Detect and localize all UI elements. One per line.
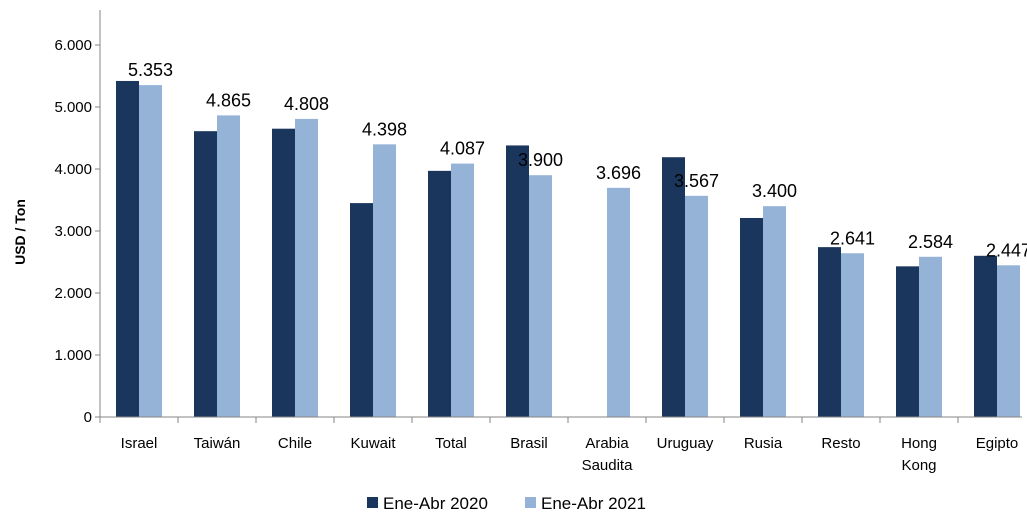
- legend-swatch-2021: [525, 497, 536, 508]
- bar-2021: [373, 144, 396, 417]
- bars: [116, 80, 1020, 418]
- legend-swatch-2020: [367, 497, 378, 508]
- data-label-2021: 3.900: [518, 150, 563, 170]
- data-label-2021: 2.641: [830, 228, 875, 248]
- y-tick-label: 3.000: [54, 223, 92, 240]
- x-category-label: Kuwait: [350, 435, 396, 452]
- bar-2021: [841, 253, 864, 417]
- bar-2020: [272, 128, 295, 417]
- data-label-2021: 4.087: [440, 139, 485, 159]
- bar-2020: [194, 131, 217, 417]
- y-tick-label: 2.000: [54, 285, 92, 302]
- x-category-label: Resto: [821, 435, 860, 452]
- bar-2021: [529, 175, 552, 417]
- x-category-label: Egipto: [976, 435, 1019, 452]
- legend-label-2021: Ene-Abr 2021: [541, 494, 646, 513]
- x-category-label: Arabia: [585, 435, 629, 452]
- y-tick-label: 6.000: [54, 37, 92, 54]
- data-label-2021: 2.584: [908, 232, 953, 252]
- x-category-label: Kong: [901, 457, 936, 474]
- bar-2020: [116, 80, 139, 418]
- x-category-label: Brasil: [510, 435, 548, 452]
- bar-2021: [607, 187, 630, 417]
- legend-label-2020: Ene-Abr 2020: [383, 494, 488, 513]
- data-label-2021: 4.398: [362, 119, 407, 139]
- bar-2021: [763, 206, 786, 417]
- y-tick-label: 0: [84, 409, 92, 426]
- x-labels: Israel Taiwán Chile Kuwait Total Brasil Arabia…: [121, 435, 1019, 474]
- bar-2020: [974, 255, 997, 417]
- data-label-2021: 3.696: [596, 163, 641, 183]
- x-category-label: Rusia: [744, 435, 783, 452]
- bar-2020: [428, 170, 451, 417]
- bar-2021: [139, 85, 162, 417]
- axes: [99, 10, 1022, 423]
- y-axis-title: USD / Ton: [12, 199, 28, 265]
- x-category-label: Saudita: [582, 457, 634, 474]
- data-label-2021: 4.865: [206, 90, 251, 110]
- data-label-2021: 5.353: [128, 60, 173, 80]
- bar-2021: [919, 256, 942, 417]
- bar-2020: [350, 203, 373, 417]
- y-axis-title-group: USD / Ton: [12, 199, 28, 265]
- bar-2020: [506, 145, 529, 417]
- bar-2020: [740, 217, 763, 417]
- bar-2021: [685, 195, 708, 417]
- y-ticks: 0 1.000 2.000 3.000 4.000 5.000 6.000: [54, 37, 100, 426]
- bar-2020: [662, 157, 685, 417]
- legend: Ene-Abr 2020 Ene-Abr 2021: [367, 494, 646, 513]
- data-labels: 5.353 4.865 4.808 4.398 4.087 3.900 3.696 3.567…: [128, 60, 1027, 260]
- x-category-label: Uruguay: [657, 435, 714, 452]
- y-tick-label: 5.000: [54, 99, 92, 116]
- bar-2021: [997, 265, 1020, 417]
- bar-2020: [896, 266, 919, 417]
- data-label-2021: 3.567: [674, 171, 719, 191]
- x-category-label: Chile: [278, 435, 312, 452]
- y-tick-label: 1.000: [54, 347, 92, 364]
- x-category-label: Hong: [901, 435, 937, 452]
- bar-2021: [217, 115, 240, 418]
- bar-2021: [295, 118, 318, 418]
- data-label-2021: 4.808: [284, 94, 329, 114]
- x-category-label: Israel: [121, 435, 158, 452]
- x-category-label: Total: [435, 435, 467, 452]
- y-tick-label: 4.000: [54, 161, 92, 178]
- bar-2020: [818, 247, 841, 417]
- data-label-2021: 3.400: [752, 181, 797, 201]
- bar-2021: [451, 163, 474, 417]
- x-category-label: Taiwán: [194, 435, 241, 452]
- data-label-2021: 2.447: [986, 240, 1027, 260]
